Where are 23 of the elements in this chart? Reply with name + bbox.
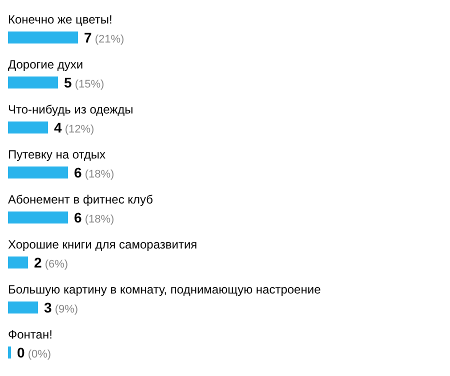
- bar: [8, 122, 48, 134]
- bar: [8, 166, 68, 178]
- bar: [8, 76, 58, 88]
- data-label: 4 (12%): [54, 120, 94, 136]
- bar: [8, 302, 38, 314]
- y-tick-label: Дорогие духи: [8, 58, 84, 72]
- y-tick-label: Фонтан!: [8, 328, 52, 342]
- bar: [8, 32, 78, 44]
- y-tick-label: Путевку на отдых: [8, 148, 106, 162]
- y-tick-label: Что-нибудь из одежды: [8, 102, 134, 116]
- y-tick-label: Абонемент в фитнес клуб: [8, 192, 154, 206]
- data-label: 3 (9%): [44, 300, 78, 316]
- data-label: 6 (18%): [74, 164, 114, 180]
- data-label: 7 (21%): [84, 30, 124, 46]
- data-label: 2 (6%): [34, 254, 68, 270]
- y-tick-label: Большую картину в комнату, поднимающую настроение: [8, 282, 322, 296]
- data-label: 6 (18%): [74, 210, 114, 226]
- y-tick-label: Хорошие книги для саморазвития: [8, 238, 198, 252]
- data-label: 0 (0%): [17, 344, 52, 360]
- bar: [8, 256, 28, 268]
- bar: [8, 212, 68, 224]
- y-tick-label: Конечно же цветы!: [8, 12, 112, 26]
- data-label: 5 (15%): [64, 74, 104, 90]
